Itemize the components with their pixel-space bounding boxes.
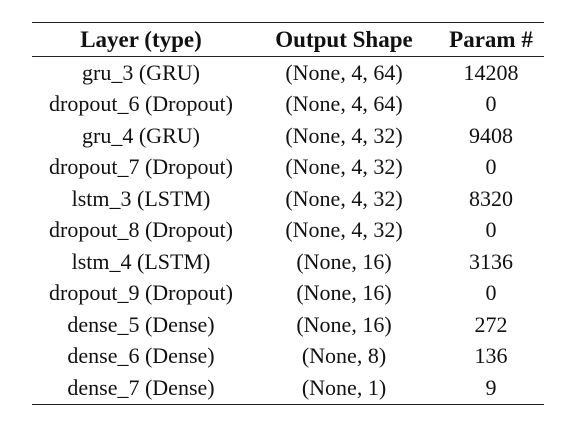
- cell-output-shape: (None, 4, 64): [285, 91, 403, 117]
- cell-layer: gru_4 (GRU): [82, 122, 200, 148]
- table-row: lstm_3 (LSTM) (None, 4, 32) 8320: [32, 183, 544, 215]
- cell-output-shape: (None, 16): [296, 311, 392, 337]
- model-summary-table-container: Layer (type) Output Shape Param # gru_3 …: [32, 22, 544, 405]
- table-header-row: Layer (type) Output Shape Param #: [32, 22, 544, 57]
- cell-params: 9: [485, 374, 497, 400]
- cell-params: 0: [485, 91, 497, 117]
- cell-output-shape: (None, 4, 64): [285, 59, 403, 85]
- table-row: dense_6 (Dense) (None, 8) 136: [32, 341, 544, 373]
- table-row: dense_7 (Dense) (None, 1) 9: [32, 372, 544, 404]
- cell-output-shape: (None, 8): [301, 343, 387, 369]
- cell-output-shape: (None, 16): [296, 280, 392, 306]
- header-layer-type: Layer (type): [80, 26, 202, 52]
- cell-params: 14208: [463, 59, 519, 85]
- cell-layer: gru_3 (GRU): [82, 59, 200, 85]
- cell-params: 3136: [469, 248, 513, 274]
- cell-params: 8320: [469, 185, 513, 211]
- cell-layer: lstm_3 (LSTM): [71, 185, 211, 211]
- table-row: gru_4 (GRU) (None, 4, 32) 9408: [32, 120, 544, 152]
- table-row: dropout_7 (Dropout) (None, 4, 32) 0: [32, 152, 544, 184]
- cell-params: 0: [485, 154, 497, 180]
- header-output-shape: Output Shape: [275, 26, 413, 52]
- cell-layer: lstm_4 (LSTM): [71, 248, 211, 274]
- cell-params: 0: [485, 217, 497, 243]
- table-row: dropout_9 (Dropout) (None, 16) 0: [32, 278, 544, 310]
- cell-output-shape: (None, 4, 32): [285, 154, 403, 180]
- cell-output-shape: (None, 4, 32): [285, 122, 403, 148]
- table-row: lstm_4 (LSTM) (None, 16) 3136: [32, 246, 544, 278]
- cell-layer: dropout_8 (Dropout): [49, 217, 233, 243]
- table-row: gru_3 (GRU) (None, 4, 64) 14208: [32, 57, 544, 89]
- cell-params: 0: [485, 280, 497, 306]
- cell-output-shape: (None, 4, 32): [285, 217, 403, 243]
- cell-output-shape: (None, 4, 32): [285, 185, 403, 211]
- model-summary-table: Layer (type) Output Shape Param # gru_3 …: [32, 22, 544, 405]
- table-row: dropout_8 (Dropout) (None, 4, 32) 0: [32, 215, 544, 247]
- table-row: dense_5 (Dense) (None, 16) 272: [32, 309, 544, 341]
- cell-layer: dense_7 (Dense): [67, 374, 215, 400]
- cell-layer: dropout_7 (Dropout): [49, 154, 233, 180]
- cell-layer: dropout_9 (Dropout): [49, 280, 233, 306]
- cell-layer: dropout_6 (Dropout): [49, 91, 233, 117]
- cell-params: 9408: [469, 122, 513, 148]
- header-param-count: Param #: [449, 26, 533, 52]
- cell-output-shape: (None, 1): [301, 374, 387, 400]
- cell-layer: dense_5 (Dense): [67, 311, 215, 337]
- cell-params: 272: [474, 311, 508, 337]
- cell-layer: dense_6 (Dense): [67, 343, 215, 369]
- cell-output-shape: (None, 16): [296, 248, 392, 274]
- cell-params: 136: [474, 343, 508, 369]
- table-row: dropout_6 (Dropout) (None, 4, 64) 0: [32, 89, 544, 121]
